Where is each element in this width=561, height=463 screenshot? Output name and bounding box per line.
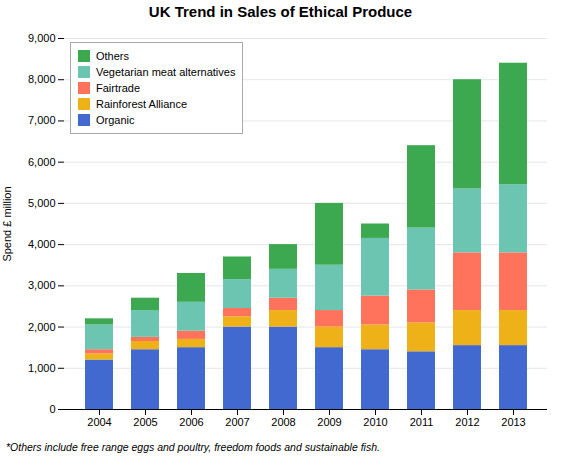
svg-text:2004: 2004	[87, 416, 111, 428]
svg-text:7,000: 7,000	[28, 114, 56, 126]
svg-text:2012: 2012	[455, 416, 479, 428]
svg-text:3,000: 3,000	[28, 279, 56, 291]
svg-text:0: 0	[49, 403, 55, 415]
svg-text:9,000: 9,000	[28, 32, 56, 44]
svg-text:4,000: 4,000	[28, 238, 56, 250]
svg-text:2008: 2008	[271, 416, 295, 428]
svg-text:2007: 2007	[225, 416, 249, 428]
svg-text:2005: 2005	[133, 416, 157, 428]
svg-text:5,000: 5,000	[28, 197, 56, 209]
svg-text:1,000: 1,000	[28, 362, 56, 374]
svg-text:8,000: 8,000	[28, 73, 56, 85]
svg-text:2011: 2011	[410, 416, 434, 428]
svg-text:2,000: 2,000	[28, 321, 56, 333]
svg-text:6,000: 6,000	[28, 156, 56, 168]
html-text:UK Trend in Sales of Ethical P: UK Trend in Sales of Ethical Produce	[148, 3, 413, 20]
svg-text:2006: 2006	[179, 416, 203, 428]
svg-text:2009: 2009	[317, 416, 341, 428]
html-text:*Others include free range egg: *Others include free range eggs and poul…	[6, 441, 380, 453]
html-text:Rainforest Alliance: Rainforest Alliance	[96, 98, 188, 110]
svg-text:2013: 2013	[501, 416, 525, 428]
svg-text:2010: 2010	[363, 416, 387, 428]
html-text:Organic: Organic	[96, 114, 135, 126]
html-text:Others: Others	[96, 50, 129, 62]
html-text:Fairtrade: Fairtrade	[96, 82, 140, 94]
html-text:Vegetarian meat alternatives: Vegetarian meat alternatives	[96, 66, 236, 78]
svg-text:Spend £ million: Spend £ million	[1, 186, 13, 261]
